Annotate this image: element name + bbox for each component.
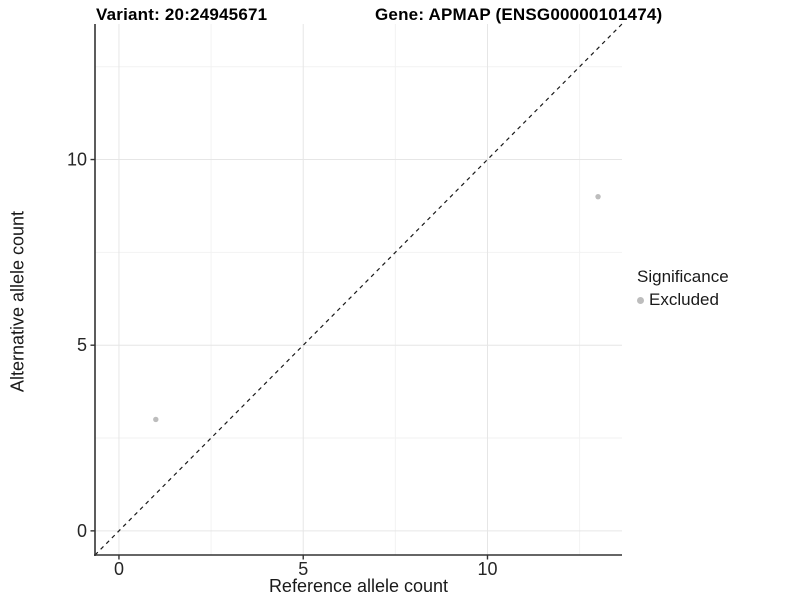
legend-title: Significance bbox=[637, 267, 729, 286]
identity-dashed-line bbox=[94, 23, 623, 556]
gene-title: Gene: APMAP (ENSG00000101474) bbox=[375, 5, 663, 24]
data-point bbox=[595, 193, 601, 200]
legend-item-excluded: Excluded bbox=[637, 290, 729, 310]
legend-point-swatch bbox=[637, 296, 644, 304]
legend: Significance Excluded bbox=[637, 267, 729, 310]
x-tick-label: 5 bbox=[298, 559, 308, 579]
y-tick-label: 0 bbox=[77, 521, 87, 541]
variant-title: Variant: 20:24945671 bbox=[96, 5, 268, 24]
y-tick-label: 5 bbox=[77, 335, 87, 355]
y-axis-title: Alternative allele count bbox=[7, 210, 28, 393]
x-tick-label: 10 bbox=[477, 559, 497, 579]
x-tick-label: 0 bbox=[114, 559, 124, 579]
data-point bbox=[153, 416, 159, 423]
x-axis-title: Reference allele count bbox=[268, 576, 449, 596]
y-tick-label: 10 bbox=[67, 150, 87, 170]
legend-item-label: Excluded bbox=[649, 290, 719, 309]
